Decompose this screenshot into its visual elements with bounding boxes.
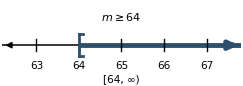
Text: 66: 66	[157, 61, 171, 71]
Text: 63: 63	[30, 61, 43, 71]
Text: [64, ∞): [64, ∞)	[103, 74, 140, 85]
Text: 64: 64	[72, 61, 86, 71]
Text: 65: 65	[115, 61, 128, 71]
Text: $m \geq 64$: $m \geq 64$	[102, 12, 141, 23]
Text: 67: 67	[200, 61, 213, 71]
